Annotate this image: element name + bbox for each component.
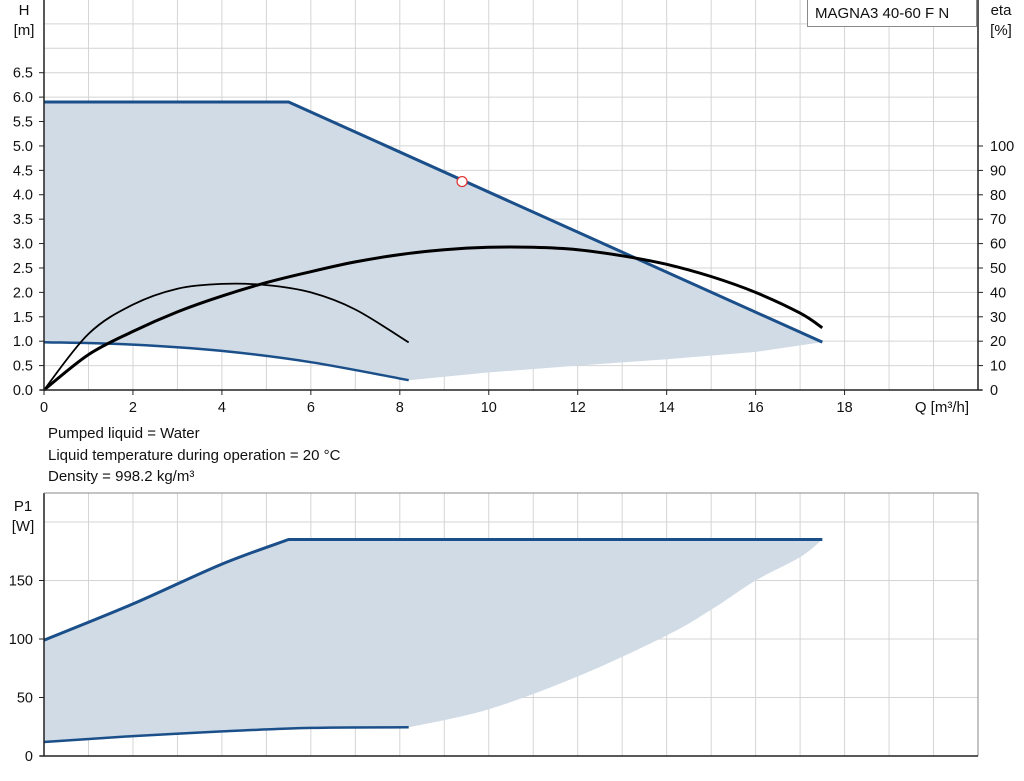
y2-tick-label: 40 — [990, 285, 1006, 301]
x-tick-label: 10 — [481, 400, 497, 416]
x-tick-label: 2 — [129, 400, 137, 416]
max-head-curve — [44, 100, 823, 344]
y-tick-label: 3.0 — [13, 237, 33, 253]
y-tick-label: 2.0 — [13, 285, 33, 301]
y2-tick-label: 20 — [990, 334, 1006, 350]
power-flow-chart: 0 50 100 150 P1 [W] — [9, 492, 979, 765]
y2-axis-unit: [%] — [990, 22, 1012, 39]
min-power-curve — [43, 726, 409, 744]
y-axis-label: H — [19, 2, 30, 19]
x-tick-label: 4 — [218, 400, 226, 416]
y2-tick-label: 30 — [990, 310, 1006, 326]
p1-y-tick-label: 50 — [17, 691, 33, 707]
pump-model-label: MAGNA3 40-60 F N — [807, 0, 977, 27]
x-tick-label: 14 — [659, 400, 675, 416]
x-tick-label: 0 — [40, 400, 48, 416]
p1-y-tick-label: 0 — [25, 749, 33, 765]
y2-tick-label: 10 — [990, 359, 1006, 375]
p1-y-tick-label: 150 — [9, 574, 33, 590]
y-tick-label: 3.5 — [13, 212, 33, 228]
x-axis-label: Q [m³/h] — [915, 399, 969, 416]
efficiency-curve-min-speed — [43, 282, 410, 391]
y-tick-label: 6.5 — [13, 66, 33, 82]
x-tick-label: 12 — [570, 400, 586, 416]
y2-tick-label: 50 — [990, 261, 1006, 277]
p1-axis-unit: [W] — [12, 518, 35, 535]
x-tick-label: 6 — [307, 400, 315, 416]
y2-tick-label: 90 — [990, 163, 1006, 179]
y-tick-label: 5.0 — [13, 139, 33, 155]
x-tick-label: 18 — [837, 400, 853, 416]
head-flow-chart: 0.0 0.5 1.0 1.5 2.0 2.5 3.0 3.5 4.0 4.5 5.0 5.5 6.0 6… — [13, 0, 1014, 416]
density-note: Density = 998.2 kg/m³ — [48, 468, 195, 485]
y2-tick-label: 80 — [990, 188, 1006, 204]
y2-tick-label: 60 — [990, 237, 1006, 253]
duty-point-marker — [456, 175, 468, 188]
y-tick-label: 2.5 — [13, 261, 33, 277]
y2-tick-label: 70 — [990, 212, 1006, 228]
min-head-curve — [43, 340, 409, 382]
y-tick-label: 4.5 — [13, 163, 33, 179]
y-tick-label: 0.5 — [13, 359, 33, 375]
operating-envelope-area — [44, 102, 823, 381]
y-tick-label: 4.0 — [13, 188, 33, 204]
y-tick-label: 1.0 — [13, 334, 33, 350]
pumped-liquid-note: Pumped liquid = Water — [48, 425, 200, 442]
max-power-curve — [43, 537, 823, 642]
y2-axis-label: eta — [991, 2, 1013, 19]
y2-tick-label: 0 — [990, 383, 998, 399]
power-envelope-area — [44, 539, 823, 742]
y-axis-unit: [m] — [14, 22, 35, 39]
liquid-temperature-note: Liquid temperature during operation = 20… — [48, 446, 341, 464]
p1-axis-label: P1 — [14, 498, 32, 515]
x-tick-label: 8 — [396, 400, 404, 416]
x-tick-label: 16 — [748, 400, 764, 416]
y-tick-label: 0.0 — [13, 383, 33, 399]
y-tick-label: 1.5 — [13, 310, 33, 326]
efficiency-curve-max-speed — [43, 245, 824, 392]
p1-y-tick-label: 100 — [9, 632, 33, 648]
y2-tick-label: 100 — [990, 139, 1014, 155]
y-tick-label: 6.0 — [13, 90, 33, 106]
y-tick-label: 5.5 — [13, 115, 33, 131]
